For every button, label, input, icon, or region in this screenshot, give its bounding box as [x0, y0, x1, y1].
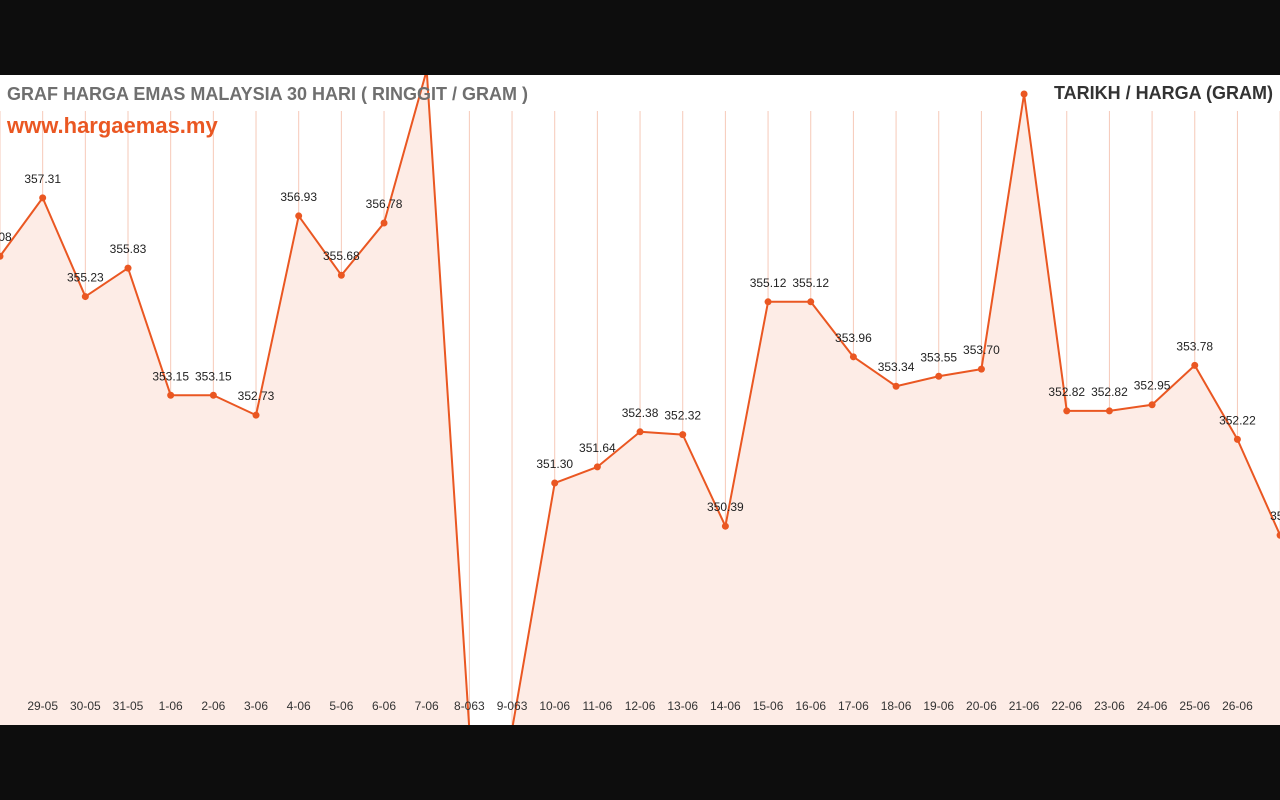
- x-tick-16-06: 16-06: [795, 699, 826, 713]
- x-tick-17-06: 17-06: [838, 699, 869, 713]
- data-point-11-06: [593, 463, 601, 471]
- data-point-29-05: [39, 194, 47, 202]
- series-area-fill: [0, 75, 1280, 725]
- data-label-22-06: 352.82: [1048, 385, 1085, 399]
- data-label-11-06: 351.64: [579, 441, 616, 455]
- x-tick-25-06: 25-06: [1179, 699, 1210, 713]
- x-tick-3-06: 3-06: [244, 699, 268, 713]
- data-label-5-06: 355.68: [323, 249, 360, 263]
- x-tick-20-06: 20-06: [966, 699, 997, 713]
- data-label-27-06: 350: [1270, 509, 1280, 523]
- x-tick-9-06: 9-063: [497, 699, 528, 713]
- data-point-28-05: [0, 252, 4, 260]
- data-point-26-06: [1233, 435, 1241, 443]
- data-label-18-06: 353.34: [878, 360, 915, 374]
- x-axis-ticks: 29-05 30-05 31-05 1-06 2-06 3-06 4-06 5-06 6-06 7…: [27, 699, 1253, 713]
- data-point-22-06: [1063, 407, 1071, 415]
- x-tick-24-06: 24-06: [1137, 699, 1168, 713]
- data-point-13-06: [679, 431, 687, 439]
- data-label-20-06: 353.70: [963, 343, 1000, 357]
- x-tick-22-06: 22-06: [1051, 699, 1082, 713]
- data-label-2-06: 353.15: [195, 369, 232, 383]
- data-point-10-06: [551, 479, 559, 487]
- data-point-25-06: [1191, 361, 1199, 369]
- chart-plot: 5.08 357.31 355.23 355.83 353.15 353.15 352.73…: [0, 75, 1280, 725]
- x-tick-10-06: 10-06: [539, 699, 570, 713]
- data-point-30-05: [81, 293, 89, 301]
- data-point-20-06: [977, 365, 985, 373]
- data-label-17-06: 353.96: [835, 331, 872, 345]
- x-tick-1-06: 1-06: [159, 699, 183, 713]
- data-point-4-06: [295, 212, 303, 220]
- chart-title: GRAF HARGA EMAS MALAYSIA 30 HARI ( RINGG…: [7, 84, 529, 104]
- data-label-1-06: 353.15: [152, 369, 189, 383]
- data-point-18-06: [892, 382, 900, 390]
- data-label-13-06: 352.32: [664, 409, 701, 423]
- data-point-1-06: [167, 391, 175, 399]
- data-point-23-06: [1105, 407, 1113, 415]
- data-point-6-06: [380, 219, 388, 227]
- data-point-19-06: [935, 372, 943, 380]
- x-tick-7-06: 7-06: [415, 699, 439, 713]
- data-label-24-06: 352.95: [1134, 379, 1171, 393]
- data-label-16-06: 355.12: [792, 276, 829, 290]
- data-point-2-06: [209, 391, 217, 399]
- x-tick-4-06: 4-06: [287, 699, 311, 713]
- data-label-3-06: 352.73: [238, 389, 275, 403]
- data-point-3-06: [252, 411, 260, 419]
- data-point-15-06: [764, 298, 772, 306]
- site-watermark[interactable]: www.hargaemas.my: [7, 113, 218, 138]
- data-label-30-05: 355.23: [67, 271, 104, 285]
- x-tick-5-06: 5-06: [329, 699, 353, 713]
- data-label-6-06: 356.78: [366, 197, 403, 211]
- data-point-31-05: [124, 264, 132, 272]
- data-points: [0, 90, 1280, 539]
- data-labels: 5.08 357.31 355.23 355.83 353.15 353.15 352.73…: [0, 172, 1280, 523]
- data-point-5-06: [337, 271, 345, 279]
- x-tick-11-06: 11-06: [582, 699, 612, 713]
- x-tick-2-06: 2-06: [201, 699, 225, 713]
- data-point-14-06: [721, 522, 729, 530]
- data-label-25-06: 353.78: [1176, 339, 1213, 353]
- data-label-10-06: 351.30: [536, 457, 573, 471]
- data-label-31-05: 355.83: [110, 242, 147, 256]
- x-tick-18-06: 18-06: [881, 699, 912, 713]
- data-label-29-05: 357.31: [24, 172, 61, 186]
- x-tick-13-06: 13-06: [667, 699, 698, 713]
- data-point-27-06: [1276, 531, 1280, 539]
- x-tick-21-06: 21-06: [1009, 699, 1040, 713]
- x-tick-31-05: 31-05: [113, 699, 144, 713]
- x-tick-14-06: 14-06: [710, 699, 741, 713]
- data-point-21-06: [1020, 90, 1028, 98]
- x-tick-26-06: 26-06: [1222, 699, 1253, 713]
- data-label-15-06: 355.12: [750, 276, 787, 290]
- x-tick-19-06: 19-06: [923, 699, 954, 713]
- chart-panel: 5.08 357.31 355.23 355.83 353.15 353.15 352.73…: [0, 75, 1280, 725]
- data-point-24-06: [1148, 401, 1156, 409]
- data-label-19-06: 353.55: [920, 350, 957, 364]
- data-label-23-06: 352.82: [1091, 385, 1128, 399]
- data-label-28-05: 5.08: [0, 230, 12, 244]
- data-point-17-06: [849, 353, 857, 361]
- data-label-4-06: 356.93: [280, 190, 317, 204]
- data-label-12-06: 352.38: [622, 406, 659, 420]
- x-tick-23-06: 23-06: [1094, 699, 1125, 713]
- data-point-16-06: [807, 298, 815, 306]
- x-tick-12-06: 12-06: [625, 699, 656, 713]
- area-layer: [0, 75, 1280, 725]
- data-label-14-06: 350.39: [707, 500, 744, 514]
- x-tick-8-06: 8-063: [454, 699, 485, 713]
- data-label-26-06: 352.22: [1219, 413, 1256, 427]
- x-tick-6-06: 6-06: [372, 699, 396, 713]
- x-tick-30-05: 30-05: [70, 699, 101, 713]
- legend-label: TARIKH / HARGA (GRAM): [1054, 83, 1273, 103]
- data-point-12-06: [636, 428, 644, 436]
- x-tick-29-05: 29-05: [27, 699, 58, 713]
- x-tick-15-06: 15-06: [753, 699, 784, 713]
